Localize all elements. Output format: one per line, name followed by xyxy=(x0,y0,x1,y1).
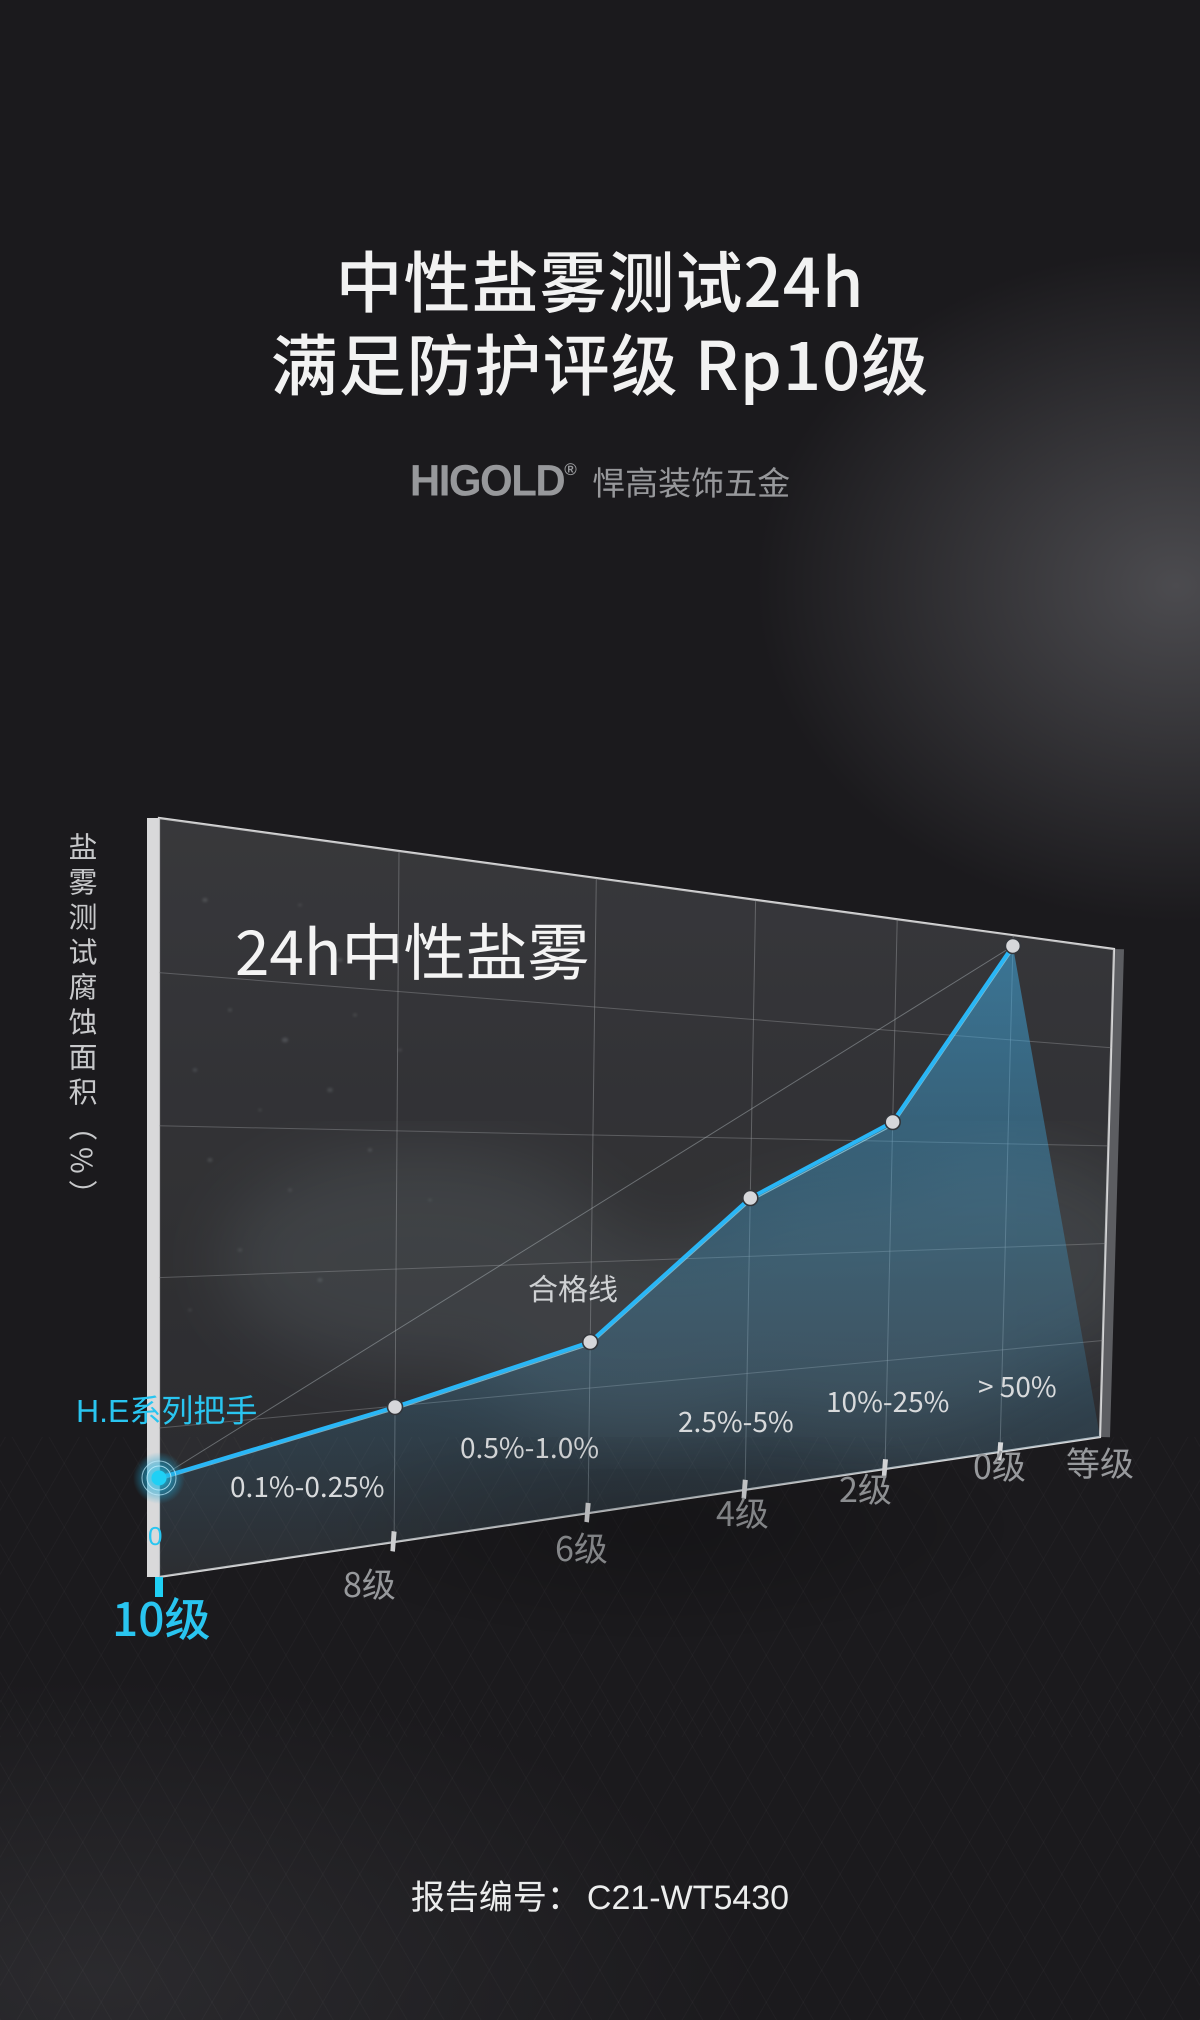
svg-text:10%-25%: 10%-25% xyxy=(826,1381,949,1421)
svg-text:合格线: 合格线 xyxy=(528,1265,618,1309)
svg-text:2.5%-5%: 2.5%-5% xyxy=(678,1401,794,1441)
svg-text:H.E系列把手: H.E系列把手 xyxy=(76,1386,257,1432)
svg-text:24h中性盐雾: 24h中性盐雾 xyxy=(235,903,589,993)
svg-text:> 50%: > 50% xyxy=(978,1366,1057,1406)
